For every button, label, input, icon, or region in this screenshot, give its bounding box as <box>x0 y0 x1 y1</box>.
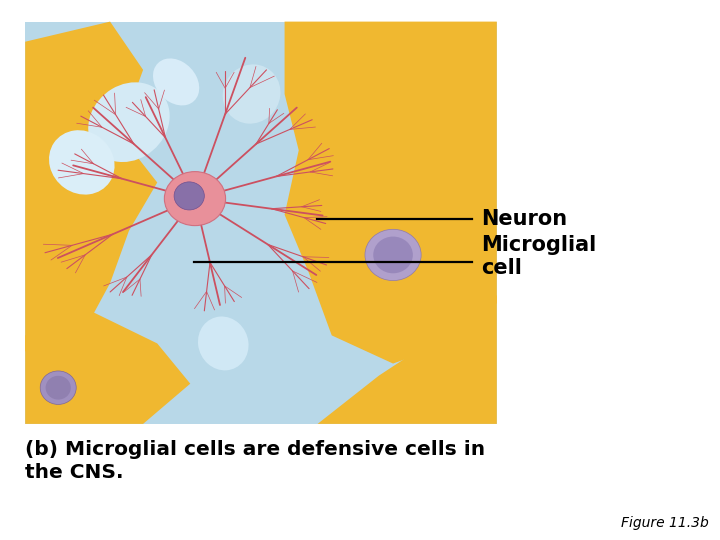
Polygon shape <box>318 295 497 424</box>
Ellipse shape <box>164 172 225 226</box>
Ellipse shape <box>40 371 76 404</box>
Text: (b) Microglial cells are defensive cells in
the CNS.: (b) Microglial cells are defensive cells… <box>25 440 485 482</box>
Polygon shape <box>25 311 190 424</box>
Text: Microglial
cell: Microglial cell <box>481 235 596 278</box>
Ellipse shape <box>153 58 199 105</box>
Ellipse shape <box>222 64 281 124</box>
Ellipse shape <box>373 237 413 273</box>
Ellipse shape <box>89 82 170 162</box>
Ellipse shape <box>365 230 421 281</box>
Ellipse shape <box>49 130 114 194</box>
Text: Neuron: Neuron <box>481 208 567 229</box>
Polygon shape <box>284 22 497 363</box>
Text: Figure 11.3b: Figure 11.3b <box>621 516 709 530</box>
Ellipse shape <box>45 376 71 400</box>
Polygon shape <box>25 22 157 352</box>
Bar <box>25 22 497 424</box>
Ellipse shape <box>198 316 248 370</box>
Ellipse shape <box>174 182 204 210</box>
